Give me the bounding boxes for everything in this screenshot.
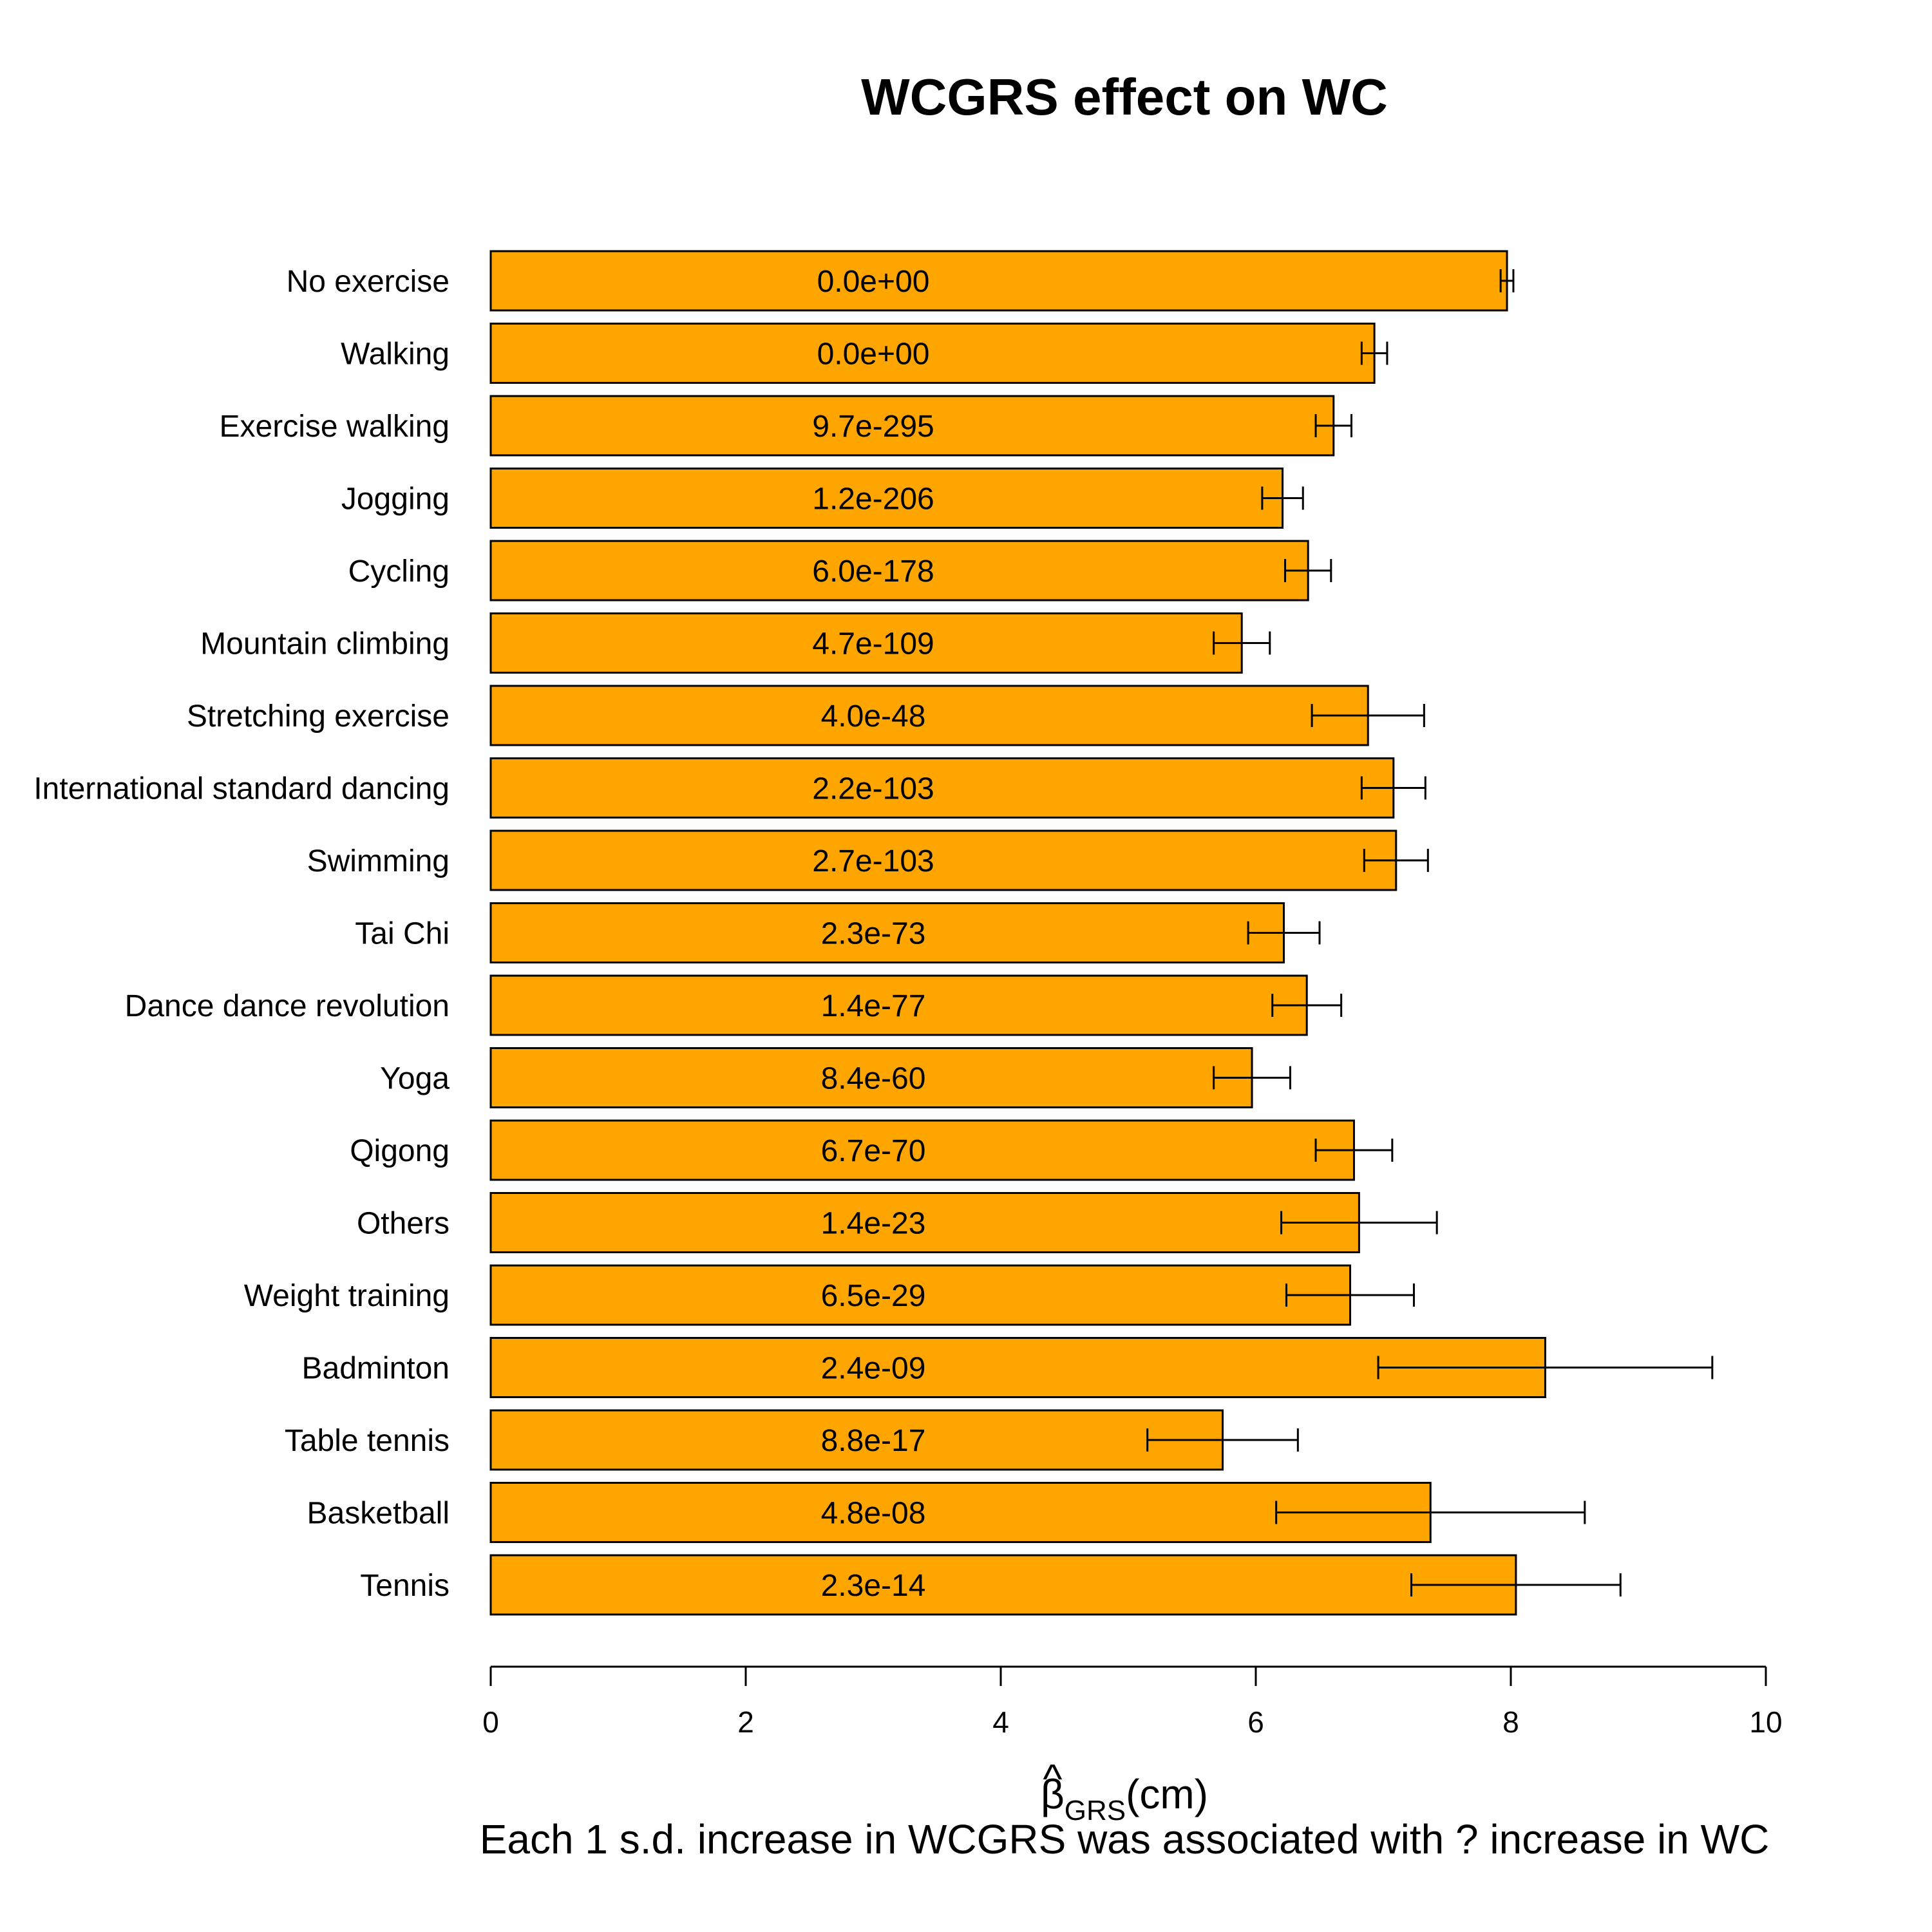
error-bar xyxy=(1499,269,1515,292)
bars-group xyxy=(489,250,1546,1616)
bar-labels-group: 0.0e+00 0.0e+00 9.7e-295 1.2e-206 6.0e-178 4.… xyxy=(812,265,934,1603)
error-bar xyxy=(1213,1066,1291,1090)
x-tick-label: 8 xyxy=(1502,1705,1519,1739)
bar xyxy=(489,1119,1355,1181)
error-bar xyxy=(1363,849,1429,872)
bar-value-label: 8.4e-60 xyxy=(821,1062,926,1096)
category-label: Jogging xyxy=(341,482,450,516)
bar xyxy=(489,1264,1352,1326)
bar xyxy=(489,323,1376,384)
category-label: No exercise xyxy=(287,265,450,299)
category-label: Swimming xyxy=(307,844,450,878)
x-tick-label: 6 xyxy=(1247,1705,1264,1739)
error-bar xyxy=(1275,1501,1586,1524)
chart-title: WCGRS effect on WC xyxy=(861,68,1388,126)
bar-value-label: 8.8e-17 xyxy=(821,1424,926,1458)
bar xyxy=(489,685,1369,746)
bar-value-label: 6.0e-178 xyxy=(812,554,934,589)
category-label: Exercise walking xyxy=(220,410,450,444)
bar-value-label: 6.7e-70 xyxy=(821,1134,926,1168)
category-label: Weight training xyxy=(244,1279,450,1313)
x-axis-label-hat: ^ xyxy=(1043,1756,1062,1802)
bar-value-label: 2.3e-14 xyxy=(821,1569,926,1603)
x-axis-label-symbol: β xyxy=(1041,1771,1065,1817)
error-bar xyxy=(1314,1139,1394,1162)
bar-value-label: 4.8e-08 xyxy=(821,1497,926,1531)
category-label: Tennis xyxy=(360,1569,450,1603)
bar xyxy=(489,757,1395,819)
bar-value-label: 2.4e-09 xyxy=(821,1352,926,1386)
bar xyxy=(489,974,1308,1036)
bar xyxy=(489,902,1285,963)
x-axis-label: βGRS(cm) xyxy=(1041,1771,1208,1826)
bar-value-label: 1.4e-23 xyxy=(821,1207,926,1241)
error-bar xyxy=(1146,1428,1299,1452)
bar xyxy=(489,829,1397,891)
bar-value-label: 1.4e-77 xyxy=(821,989,926,1023)
x-axis-label-unit: (cm) xyxy=(1126,1771,1208,1817)
x-tick-label: 10 xyxy=(1749,1705,1782,1739)
bar xyxy=(489,540,1309,601)
x-tick-label: 0 xyxy=(482,1705,499,1739)
category-label: Dance dance revolution xyxy=(125,989,450,1023)
category-label: Yoga xyxy=(380,1062,450,1096)
error-bar xyxy=(1285,1283,1416,1307)
bar-value-label: 9.7e-295 xyxy=(812,410,934,444)
category-label: Cycling xyxy=(348,554,450,589)
x-axis: 0 2 4 6 8 10 xyxy=(482,1665,1783,1739)
bar-value-label: 2.2e-103 xyxy=(812,772,934,806)
bar xyxy=(489,468,1284,529)
category-label: International standard dancing xyxy=(33,772,450,806)
category-label: Basketball xyxy=(307,1497,450,1531)
category-label: Badminton xyxy=(302,1352,450,1386)
bar xyxy=(489,1409,1224,1471)
bar-value-label: 4.0e-48 xyxy=(821,699,926,734)
error-bar xyxy=(1360,341,1388,365)
bar xyxy=(489,250,1508,312)
x-tick-label: 4 xyxy=(992,1705,1009,1739)
bar-value-label: 2.3e-73 xyxy=(821,917,926,951)
bar xyxy=(489,1192,1360,1253)
error-bar xyxy=(1377,1356,1714,1379)
category-label: Qigong xyxy=(350,1134,450,1168)
x-tick-label: 2 xyxy=(737,1705,754,1739)
error-bar xyxy=(1280,1211,1438,1235)
error-bar xyxy=(1213,631,1271,655)
error-bar xyxy=(1271,994,1343,1017)
x-axis-label-subscript: GRS xyxy=(1065,1795,1126,1826)
bar-value-label: 6.5e-29 xyxy=(821,1279,926,1313)
category-label: Table tennis xyxy=(285,1424,450,1458)
bar xyxy=(489,1554,1517,1616)
bar-value-label: 0.0e+00 xyxy=(817,265,930,299)
error-bar xyxy=(1247,921,1321,945)
error-bar xyxy=(1360,776,1426,800)
error-bar xyxy=(1314,414,1352,437)
category-label: Mountain climbing xyxy=(200,627,450,661)
category-label: Stretching exercise xyxy=(187,699,450,734)
error-bar xyxy=(1410,1573,1622,1596)
bar xyxy=(489,1482,1432,1543)
category-label: Others xyxy=(357,1207,450,1241)
bar xyxy=(489,395,1335,457)
chart-subtitle: Each 1 s.d. increase in WCGRS was associ… xyxy=(480,1816,1770,1862)
error-bar xyxy=(1284,559,1332,582)
bar-value-label: 1.2e-206 xyxy=(812,482,934,516)
bar xyxy=(489,1047,1253,1108)
bar-value-label: 4.7e-109 xyxy=(812,627,934,661)
error-bars-group xyxy=(1146,269,1714,1596)
bar-value-label: 0.0e+00 xyxy=(817,337,930,372)
bar-value-label: 2.7e-103 xyxy=(812,844,934,878)
error-bar xyxy=(1261,486,1304,510)
category-label: Tai Chi xyxy=(355,917,450,951)
category-label: Walking xyxy=(341,337,450,372)
error-bar xyxy=(1311,704,1425,727)
category-labels-group: No exercise Walking Exercise walking Joggin… xyxy=(33,265,450,1603)
